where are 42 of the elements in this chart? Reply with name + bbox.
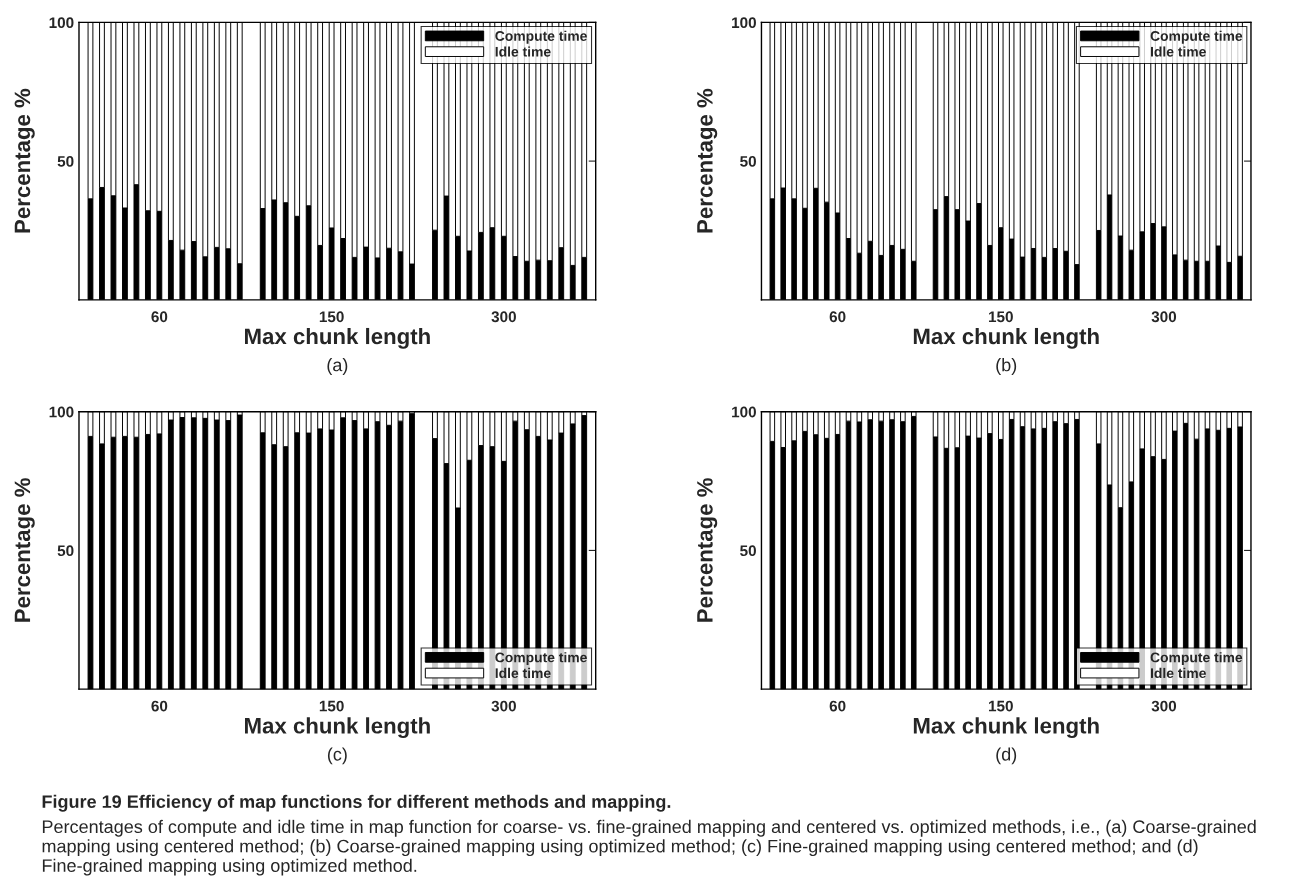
x-tick-label: 300 (1151, 311, 1177, 323)
legend-label: Compute time (495, 652, 587, 666)
x-axis-title: Max chunk length (913, 717, 1099, 739)
legend-label: Compute time (495, 30, 587, 44)
y-tick-label: 100 (49, 406, 74, 418)
text: (b) (996, 358, 1017, 375)
legend-label: Idle time (495, 667, 551, 679)
legend-label: Idle time (495, 46, 551, 57)
y-tick-label: 50 (57, 155, 74, 167)
caption: Figure 19 Efficiency of map functions for different methods and mapping. (42, 794, 671, 812)
x-tick-label: 60 (151, 311, 168, 323)
legend-label: Idle time (1150, 667, 1206, 679)
y-tick-label: 50 (57, 545, 74, 557)
y-axis-title: Percentage % (14, 478, 35, 622)
x-tick-label: 300 (491, 311, 516, 323)
text: (d) (996, 747, 1017, 765)
text: Percentages of compute and idle time in map function for coarse- vs. fine-grained mapping and centered vs. optimized methods, i.e., (a) Coarse-grained mapping using centered method; (b) Coarse-grained mapping using optimized method; (c) Fine-grained mapping using centered method; and (d) Fine-grained mapping using optimized method. (42, 819, 1256, 876)
x-axis-title: Max chunk length (245, 717, 430, 739)
x-tick-label: 300 (1151, 700, 1177, 712)
x-axis-title: Max chunk length (245, 327, 430, 349)
y-tick-label: 100 (732, 406, 756, 418)
x-tick-label: 60 (829, 311, 846, 323)
y-tick-label: 50 (740, 545, 756, 557)
x-tick-label: 150 (988, 700, 1013, 712)
y-tick-label: 100 (49, 17, 74, 29)
x-tick-label: 60 (829, 700, 846, 712)
text: (a) (327, 358, 348, 375)
legend-label: Compute time (1150, 30, 1243, 44)
y-axis-title: Percentage % (697, 478, 718, 622)
y-axis-title: Percentage % (14, 88, 35, 233)
x-tick-label: 150 (319, 700, 344, 712)
y-tick-label: 100 (732, 17, 756, 29)
text: (c) (327, 747, 347, 765)
legend-label: Compute time (1150, 652, 1243, 666)
x-tick-label: 60 (151, 700, 168, 712)
x-tick-label: 300 (491, 700, 516, 712)
x-tick-label: 150 (988, 311, 1013, 323)
x-tick-label: 150 (319, 311, 344, 323)
y-tick-label: 50 (740, 155, 756, 167)
x-axis-title: Max chunk length (913, 327, 1099, 349)
y-axis-title: Percentage % (697, 88, 718, 233)
legend-label: Idle time (1150, 46, 1206, 57)
